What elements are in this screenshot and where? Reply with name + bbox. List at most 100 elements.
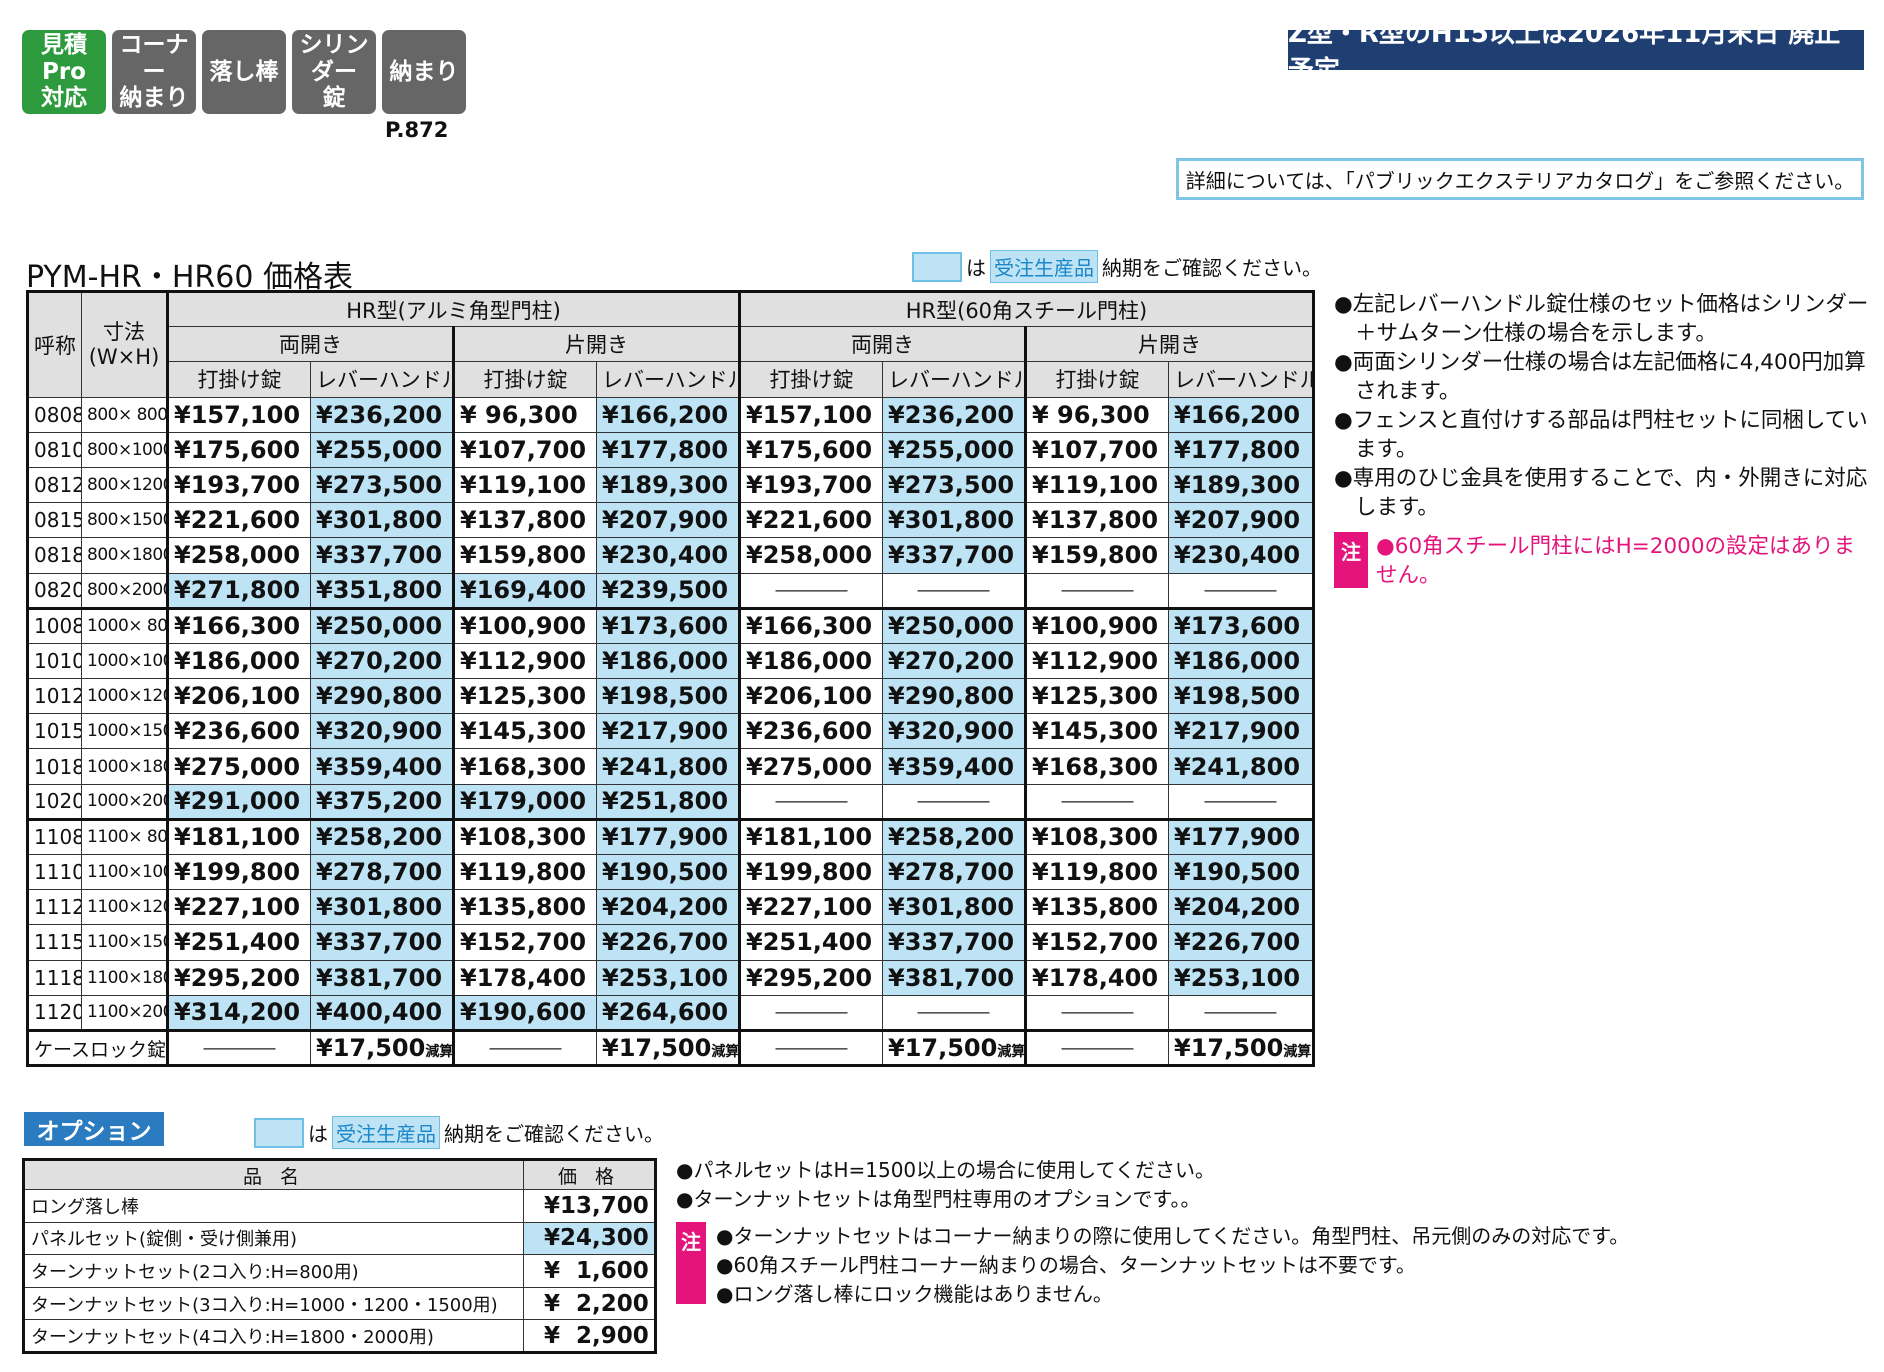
price-cell: ¥186,000 [166, 642, 311, 680]
case-lock-reduction: ¥17,500減算 [1168, 1028, 1314, 1067]
price-row: 10101000×1000¥186,000¥270,200¥112,900¥18… [27, 642, 1314, 680]
price-row: 11121100×1200¥227,100¥301,800¥135,800¥20… [27, 889, 1314, 926]
price-cell: ¥198,500 [1168, 678, 1314, 715]
price-cell: ¥258,200 [882, 817, 1026, 856]
price-cell: ¥166,300 [166, 606, 311, 644]
price-cell: ¥125,300 [452, 678, 597, 715]
note-item: ●フェンスと直付けする部品は門柱セットに同梱しています。 [1334, 408, 1868, 462]
price-cell: ¥251,400 [738, 924, 883, 961]
price-cell: ¥337,700 [310, 924, 454, 961]
price-cell: ¥119,100 [1024, 466, 1169, 504]
case-lock-na: ―――― [1024, 1028, 1169, 1067]
price-cell: ¥152,700 [1024, 924, 1169, 961]
option-name: ロング落し棒 [23, 1189, 524, 1223]
row-size: 1000× 800 [81, 606, 168, 644]
price-cell-na: ―――― [1024, 994, 1169, 1031]
price-cell: ¥198,500 [596, 678, 740, 715]
row-code: 1012 [27, 678, 82, 715]
price-cell: ¥227,100 [166, 889, 311, 926]
price-cell: ¥320,900 [882, 713, 1026, 750]
price-cell: ¥301,800 [882, 889, 1026, 926]
option-name: パネルセット(錠側・受け側兼用) [23, 1221, 524, 1256]
price-cell: ¥273,500 [310, 466, 454, 504]
price-cell: ¥273,500 [882, 466, 1026, 504]
price-cell: ¥227,100 [738, 889, 883, 926]
option-name: ターンナットセット(3コ入り:H=1000・1200・1500用) [23, 1286, 524, 1321]
catalog-reference-note: 詳細については、「パブリックエクステリアカタログ」をご参照ください。 [1176, 158, 1864, 200]
price-cell: ¥295,200 [738, 959, 883, 996]
legend-swatch [254, 1117, 304, 1148]
price-cell: ¥177,900 [1168, 817, 1314, 856]
row-size: 1000×1500 [81, 713, 168, 750]
header-col-lever: レバーハンドル錠 [882, 361, 1026, 398]
price-table: 呼称 寸法 (W×H) HR型(アルミ角型門柱) HR型(60角スチール門柱) … [26, 290, 1315, 1068]
option-row: ターンナットセット(4コ入り:H=1800・2000用) ¥ 2,900 [23, 1319, 656, 1353]
option-row: ロング落し棒 ¥13,700 [23, 1189, 656, 1223]
price-row: 0820 800×2000 ¥271,800 ¥351,800 ¥169,400 ¥239… [27, 572, 1314, 609]
price-cell: ¥206,100 [738, 678, 883, 715]
header-group-aluminum: HR型(アルミ角型門柱) [166, 290, 740, 328]
price-cell: ¥ 96,300 [452, 396, 597, 433]
price-cell: ¥221,600 [738, 502, 883, 539]
row-size: 800× 800 [81, 396, 168, 433]
price-cell: ¥173,600 [596, 606, 740, 644]
price-row: 0815 800×1500 ¥221,600 ¥301,800 ¥137,800 ¥207… [27, 502, 1314, 539]
header-col-lever: レバーハンドル錠 [596, 361, 740, 398]
price-cell: ¥351,800 [310, 572, 454, 609]
price-cell: ¥108,300 [1024, 817, 1169, 856]
option-row: ターンナットセット(2コ入り:H=800用) ¥ 1,600 [23, 1254, 656, 1288]
price-cell: ¥207,900 [596, 502, 740, 539]
price-cell: ¥100,900 [1024, 606, 1169, 644]
price-cell: ¥119,800 [1024, 853, 1169, 891]
badge-mitsumori-pro: 見積Pro 対応 [22, 30, 106, 114]
badge-drop-rod: 落し棒 [202, 30, 286, 114]
price-cell: ¥271,800 [166, 572, 311, 609]
price-cell: ¥290,800 [882, 678, 1026, 715]
price-cell-na: ―――― [1168, 783, 1314, 820]
price-cell: ¥145,300 [1024, 713, 1169, 750]
price-cell: ¥270,200 [882, 642, 1026, 680]
row-code: 0812 [27, 466, 82, 504]
price-cell: ¥337,700 [882, 537, 1026, 574]
row-code: 1018 [27, 748, 82, 785]
price-cell: ¥226,700 [596, 924, 740, 961]
price-cell: ¥157,100 [738, 396, 883, 433]
price-cell: ¥217,900 [1168, 713, 1314, 750]
case-lock-na: ―――― [738, 1028, 883, 1067]
price-row: 11151100×1500¥251,400¥337,700¥152,700¥22… [27, 924, 1314, 961]
price-cell: ¥193,700 [738, 466, 883, 504]
price-cell: ¥258,200 [310, 817, 454, 856]
options-note: ●ターンナットセットは角型門柱専用のオプションです。。 [676, 1187, 1201, 1211]
price-cell: ¥301,800 [882, 502, 1026, 539]
row-code: 0808 [27, 396, 82, 433]
price-cell-na: ―――― [882, 572, 1026, 609]
price-cell: ¥178,400 [452, 959, 597, 996]
case-lock-na: ―――― [452, 1028, 597, 1067]
price-row: 0808 800× 800 ¥157,100 ¥236,200 ¥ 96,300 ¥166… [27, 396, 1314, 433]
price-cell-na: ―――― [738, 783, 883, 820]
header-col-uchikake: 打掛け錠 [166, 361, 311, 398]
price-cell-na: ―――― [1024, 783, 1169, 820]
row-size: 1100×1800.5 [81, 959, 168, 996]
price-cell: ¥186,000 [596, 642, 740, 680]
reduction-amount: ¥17,500 [316, 1034, 426, 1063]
case-lock-reduction: ¥17,500減算 [310, 1028, 454, 1067]
legend-tag: 受注生産品 [990, 250, 1098, 283]
made-to-order-legend: は 受注生産品 納期をご確認ください。 [912, 250, 1322, 283]
price-cell: ¥181,100 [166, 817, 311, 856]
option-name: ターンナットセット(4コ入り:H=1800・2000用) [23, 1319, 524, 1353]
price-cell: ¥236,200 [882, 396, 1026, 433]
badge-cylinder-lock: シリンダー 錠 [292, 30, 376, 114]
row-code: 0810 [27, 431, 82, 468]
row-size: 800×1000 [81, 431, 168, 468]
price-cell: ¥239,500 [596, 572, 740, 609]
options-note: ●パネルセットはH=1500以上の場合に使用してください。 [676, 1158, 1215, 1182]
price-cell: ¥100,900 [452, 606, 597, 644]
price-cell: ¥278,700 [882, 853, 1026, 891]
price-cell: ¥108,300 [452, 817, 597, 856]
price-cell-na: ―――― [1024, 572, 1169, 609]
header-col-lever: レバーハンドル錠 [1168, 361, 1314, 398]
legend-tag: 受注生産品 [332, 1116, 440, 1149]
badge-corner: コーナー 納まり [112, 30, 196, 114]
